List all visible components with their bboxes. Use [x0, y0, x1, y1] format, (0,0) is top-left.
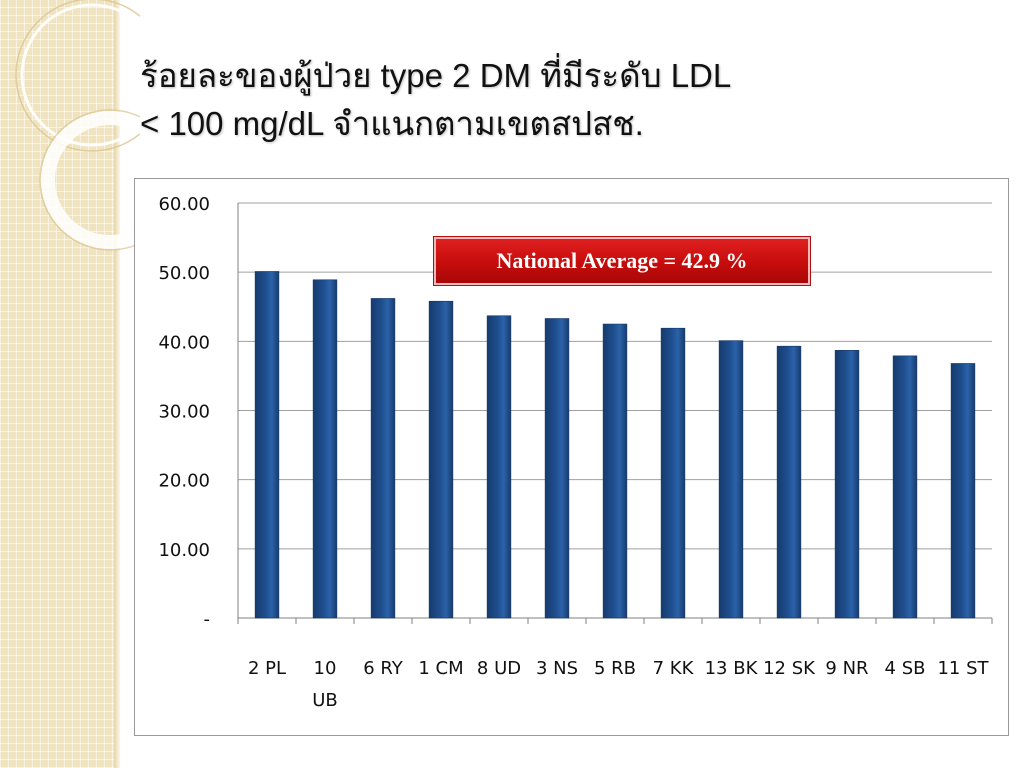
- decorative-rings: [15, 0, 140, 251]
- bar-chart: - 10.00 20.00 30.00 40.00 50.00 60.00 2 PL 10 UB 6…: [158, 194, 993, 711]
- bar: [776, 345, 802, 619]
- y-tick-label: 10.00: [158, 540, 210, 561]
- x-tick-label: 10 UB: [312, 658, 338, 711]
- bar: [660, 327, 686, 619]
- side-panel-edge: [114, 0, 120, 768]
- bar: [834, 350, 860, 619]
- decorative-side-panel: [0, 0, 114, 768]
- x-tick-label: 5 RB: [594, 658, 636, 679]
- x-tick-label: 1 CM: [418, 658, 463, 679]
- y-tick-label: 20.00: [158, 471, 210, 492]
- x-tick-label: 2 PL: [248, 658, 286, 679]
- bar: [254, 271, 280, 619]
- y-tick-label: 50.00: [158, 263, 210, 284]
- national-average-callout: National Average = 42.9 %: [433, 236, 811, 286]
- x-tick-label: 9 NR: [825, 658, 868, 679]
- x-tick-label: 4 SB: [885, 658, 926, 679]
- slide-title-line-2: < 100 mg/dL จำแนกตามเขตสปสช.: [140, 105, 644, 142]
- x-tick-label: 8 UD: [477, 658, 521, 679]
- bar: [370, 298, 396, 619]
- slide-title: ร้อยละของผู้ป่วย type 2 DM ที่มีระดับ LD…: [140, 52, 1000, 148]
- bar: [718, 340, 744, 619]
- x-tick-label: 3 NS: [536, 658, 578, 679]
- bar: [602, 323, 628, 619]
- x-tick-label: 11 ST: [937, 658, 989, 679]
- y-tick-label: 30.00: [158, 402, 210, 423]
- slide-title-line-1: ร้อยละของผู้ป่วย type 2 DM ที่มีระดับ LD…: [140, 57, 732, 94]
- y-tick-label: 40.00: [158, 332, 210, 353]
- y-tick-label: -: [204, 609, 211, 630]
- x-tick-label: 6 RY: [363, 658, 404, 679]
- x-tick-label: 12 SK: [763, 658, 816, 679]
- x-tick-label: 7 KK: [653, 658, 695, 679]
- bar: [544, 318, 570, 619]
- y-tick-label: 60.00: [158, 194, 210, 215]
- x-tick-label: 13 BK: [705, 658, 759, 679]
- bar: [486, 315, 512, 619]
- bar: [950, 363, 976, 619]
- bar: [312, 279, 338, 619]
- bar: [428, 300, 454, 619]
- bar: [892, 355, 918, 619]
